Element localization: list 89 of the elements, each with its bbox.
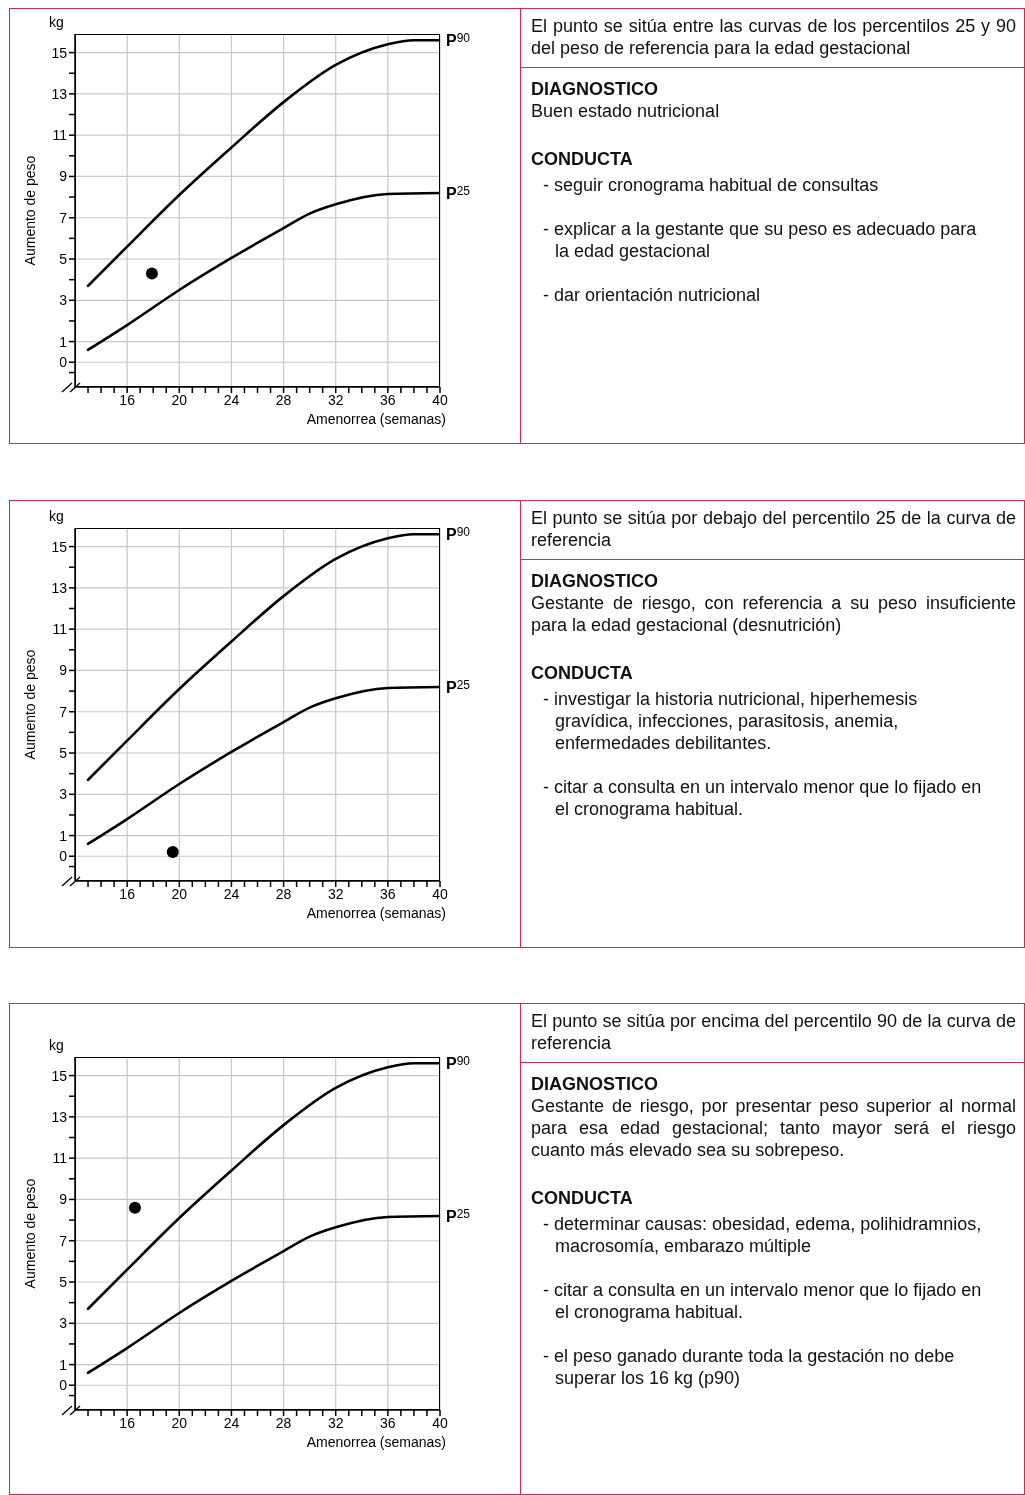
x-tick-label: 36	[380, 1414, 396, 1431]
x-tick-label: 16	[119, 1414, 136, 1431]
x-axis-title: Amenorrea (semanas)	[306, 1434, 446, 1450]
y-tick-label: 11	[52, 127, 68, 144]
text: Gestante de riesgo, con referencia a su peso insuficiente para la edad gestacional (desnutrición)	[531, 592, 1016, 636]
y-tick-label: 3	[59, 786, 68, 803]
line-series	[86, 685, 440, 846]
y-tick-label: 5	[59, 250, 68, 267]
line-series	[86, 38, 440, 288]
text: - el peso ganado durante toda la gestación no debe superar los 16 kg (p90)	[542, 1345, 956, 1389]
text: El punto se sitúa por encima del percentilo 90 de la curva de referencia	[521, 1004, 1024, 1063]
x-tick-label: 20	[171, 1414, 188, 1431]
y-tick-label: 13	[51, 85, 68, 102]
text: - citar a consulta en un intervalo menor que lo fijado en el cronograma habitual.	[542, 1279, 983, 1323]
text: El punto se sitúa por debajo del percentilo 25 de la curva de referencia	[521, 501, 1024, 560]
x-tick-label: 28	[275, 1414, 292, 1431]
y-tick-label: 5	[59, 1273, 68, 1290]
text: CONDUCTA	[531, 1187, 634, 1209]
series-label: P$^{90}$	[446, 1054, 471, 1073]
line-series	[86, 532, 440, 782]
text: - dar orientación nutricional	[542, 284, 762, 306]
x-tick-label: 40	[432, 885, 448, 902]
y-tick-label: 15	[51, 44, 68, 61]
x-tick-label: 32	[327, 885, 344, 902]
x-tick-label: 28	[275, 885, 292, 902]
y-tick-label: 0	[59, 354, 68, 371]
series-label: P$^{25}$	[446, 677, 471, 696]
x-tick-label: 16	[119, 885, 136, 902]
series-label: P$^{25}$	[446, 1206, 471, 1225]
x-tick-label: 20	[171, 885, 188, 902]
y-axis-title: Aumento de peso	[21, 155, 38, 266]
x-tick-label: 36	[380, 885, 396, 902]
y-tick-label: 3	[59, 292, 68, 309]
y-tick-label: 7	[59, 703, 68, 720]
text: kg	[49, 508, 64, 524]
text: DIAGNOSTICO	[531, 78, 659, 100]
text: DIAGNOSTICO	[531, 570, 659, 592]
y-tick-label: 1	[59, 333, 68, 350]
x-tick-label: 24	[223, 391, 240, 408]
text: Gestante de riesgo, por presentar peso superior al normal para esa edad gestacional; tanto mayor será el riesgo cuanto más elevado sea su sobrepeso.	[531, 1095, 1016, 1161]
line-series	[86, 1214, 440, 1375]
x-tick-label: 24	[223, 1414, 240, 1431]
y-tick-label: 3	[59, 1315, 68, 1332]
series-label: P$^{25}$	[446, 183, 471, 202]
y-tick-label: 0	[59, 848, 68, 865]
text: - explicar a la gestante que su peso es adecuado para la edad gestacional	[542, 218, 978, 262]
text: Buen estado nutricional	[531, 100, 721, 122]
x-axis-title: Amenorrea (semanas)	[306, 411, 446, 427]
text: - determinar causas: obesidad, edema, polihidramnios, macrosomía, embarazo múltiple	[542, 1213, 983, 1257]
y-tick-label: 15	[51, 538, 68, 555]
text: - citar a consulta en un intervalo menor que lo fijado en el cronograma habitual.	[542, 776, 983, 820]
x-tick-label: 40	[432, 391, 448, 408]
y-tick-label: 15	[51, 1067, 68, 1084]
text: - investigar la historia nutricional, hiperhemesis gravídica, infecciones, parasitosis, anemia, enfermedades debilitantes.	[542, 688, 919, 754]
text: CONDUCTA	[531, 148, 634, 170]
y-tick-label: 0	[59, 1377, 68, 1394]
y-tick-label: 7	[59, 1232, 68, 1249]
y-axis-title: Aumento de peso	[21, 649, 38, 760]
y-tick-label: 11	[52, 1150, 68, 1167]
y-tick-label: 11	[52, 621, 68, 638]
y-axis-title: Aumento de peso	[21, 1178, 38, 1289]
line-series	[86, 1061, 440, 1311]
text: CONDUCTA	[531, 662, 634, 684]
text: El punto se sitúa entre las curvas de los percentilos 25 y 90 del peso de referencia para la edad gestacional	[521, 9, 1024, 68]
y-tick-label: 7	[59, 209, 68, 226]
line-series	[86, 191, 440, 352]
x-tick-label: 32	[327, 1414, 344, 1431]
x-tick-label: 40	[432, 1414, 448, 1431]
y-tick-label: 9	[59, 662, 68, 679]
series-label: P$^{90}$	[446, 31, 471, 50]
y-tick-label: 5	[59, 744, 68, 761]
text: DIAGNOSTICO	[531, 1073, 659, 1095]
y-tick-label: 13	[51, 1108, 68, 1125]
y-tick-label: 1	[59, 827, 68, 844]
x-tick-label: 20	[171, 391, 188, 408]
x-axis-title: Amenorrea (semanas)	[306, 905, 446, 921]
x-tick-label: 32	[327, 391, 344, 408]
x-tick-label: 16	[119, 391, 136, 408]
text: kg	[49, 14, 64, 30]
series-label: P$^{90}$	[446, 525, 471, 544]
y-tick-label: 1	[59, 1356, 68, 1373]
text: kg	[49, 1037, 64, 1053]
y-tick-label: 9	[59, 168, 68, 185]
text: - seguir cronograma habitual de consultas	[542, 174, 880, 196]
y-tick-label: 13	[51, 579, 68, 596]
x-tick-label: 24	[223, 885, 240, 902]
x-tick-label: 36	[380, 391, 396, 408]
x-tick-label: 28	[275, 391, 292, 408]
y-tick-label: 9	[59, 1191, 68, 1208]
